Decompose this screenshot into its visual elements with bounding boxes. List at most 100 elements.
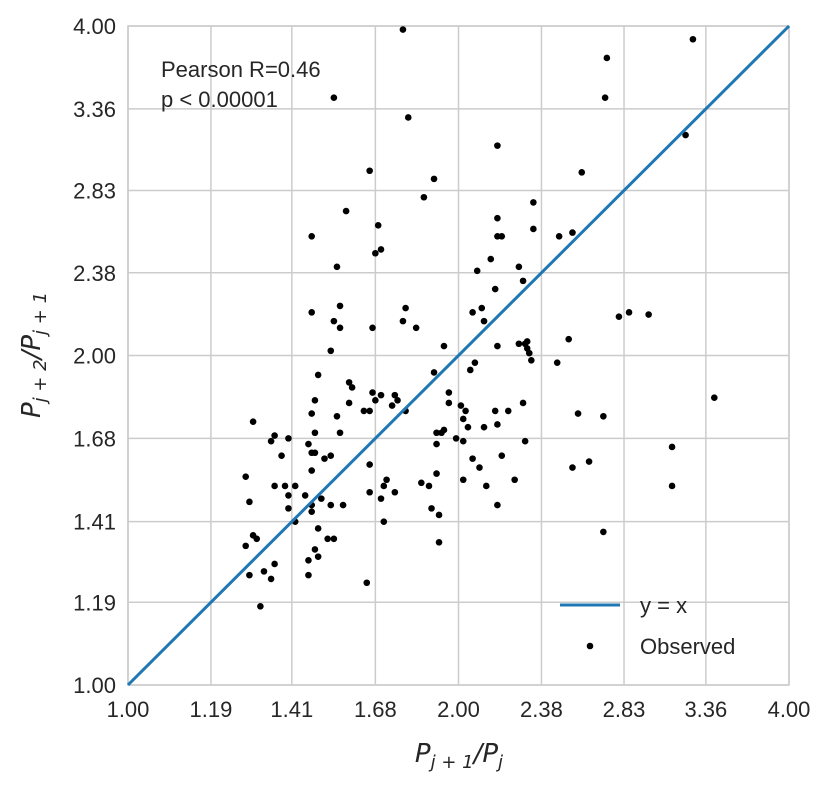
x-tick-label: 1.41 bbox=[270, 697, 313, 722]
observed-point bbox=[311, 397, 319, 404]
observed-point bbox=[459, 437, 467, 445]
identity-line bbox=[126, 24, 791, 687]
observed-point bbox=[668, 482, 676, 490]
x-axis-label: Pj + 1/Pj bbox=[415, 739, 503, 773]
x-tick-label: 1.68 bbox=[354, 697, 397, 722]
observed-point bbox=[585, 458, 593, 465]
observed-point bbox=[498, 232, 506, 240]
observed-point bbox=[494, 342, 501, 350]
observed-point bbox=[342, 207, 350, 215]
observed-point bbox=[267, 437, 275, 445]
observed-point bbox=[504, 407, 512, 415]
observed-point bbox=[372, 249, 379, 257]
x-tick-label: 1.19 bbox=[190, 697, 233, 722]
observed-point bbox=[291, 482, 299, 490]
observed-point bbox=[380, 482, 388, 490]
pearson-annotation: Pearson R=0.46 bbox=[161, 57, 321, 82]
observed-point bbox=[478, 304, 486, 312]
observed-point bbox=[308, 232, 315, 240]
observed-point bbox=[246, 498, 253, 506]
observed-point bbox=[515, 263, 523, 271]
observed-point bbox=[366, 488, 373, 496]
observed-point bbox=[491, 285, 499, 293]
observed-point bbox=[578, 169, 586, 176]
observed-point bbox=[430, 369, 438, 376]
observed-point bbox=[345, 379, 353, 386]
x-tick-label: 1.00 bbox=[107, 697, 150, 722]
observed-point bbox=[418, 479, 425, 487]
observed-point bbox=[246, 571, 253, 579]
observed-point bbox=[553, 359, 561, 366]
observed-point bbox=[523, 338, 531, 345]
y-tick-label: 3.36 bbox=[73, 97, 116, 122]
observed-point bbox=[615, 313, 623, 321]
observed-point bbox=[399, 26, 407, 33]
scatter-points bbox=[242, 26, 718, 610]
observed-point bbox=[336, 324, 344, 332]
observed-point bbox=[285, 492, 292, 499]
observed-point bbox=[305, 556, 312, 564]
observed-point bbox=[494, 421, 501, 428]
observed-point bbox=[482, 482, 490, 490]
x-tick-label: 2.00 bbox=[437, 697, 480, 722]
observed-point bbox=[330, 94, 338, 101]
observed-point bbox=[271, 482, 278, 490]
observed-point bbox=[388, 402, 396, 409]
observed-point bbox=[469, 309, 476, 316]
observed-point bbox=[260, 568, 268, 575]
observed-point bbox=[425, 482, 433, 490]
observed-point bbox=[308, 309, 315, 316]
observed-point bbox=[603, 54, 611, 62]
observed-point bbox=[412, 324, 420, 332]
observed-point bbox=[445, 389, 453, 396]
observed-point bbox=[530, 199, 537, 206]
observed-point bbox=[366, 407, 373, 415]
observed-point bbox=[366, 167, 373, 175]
observed-point bbox=[394, 397, 401, 404]
observed-point bbox=[308, 410, 315, 417]
legend-dot-swatch bbox=[586, 642, 594, 650]
observed-point bbox=[360, 407, 368, 415]
observed-point bbox=[494, 142, 501, 149]
y-tick-label: 2.83 bbox=[73, 178, 116, 203]
observed-point bbox=[380, 518, 388, 525]
observed-point bbox=[565, 335, 572, 343]
observed-point bbox=[311, 449, 319, 457]
x-tick-label: 4.00 bbox=[768, 697, 811, 722]
observed-point bbox=[257, 603, 264, 610]
y-tick-label: 1.41 bbox=[73, 510, 116, 535]
observed-point bbox=[469, 455, 476, 462]
observed-point bbox=[308, 508, 315, 515]
observed-point bbox=[682, 131, 689, 139]
observed-point bbox=[377, 391, 385, 399]
y-tick-label: 4.00 bbox=[73, 14, 116, 39]
observed-point bbox=[452, 435, 460, 442]
observed-point bbox=[433, 470, 440, 477]
y-tick-label: 2.38 bbox=[73, 261, 116, 286]
observed-point bbox=[525, 349, 533, 357]
x-tick-labels: 1.00 1.19 1.41 1.68 2.00 2.38 2.83 3.36 4.00 bbox=[107, 697, 811, 722]
observed-point bbox=[339, 501, 347, 509]
observed-point bbox=[253, 535, 261, 543]
legend: y = x Observed bbox=[560, 593, 735, 659]
observed-point bbox=[321, 455, 328, 462]
observed-point bbox=[440, 426, 448, 434]
observed-point bbox=[281, 482, 289, 490]
y-axis-label: Pj + 2/Pj + 1 bbox=[17, 292, 51, 418]
observed-point bbox=[519, 399, 527, 407]
observed-point bbox=[285, 435, 292, 442]
observed-point bbox=[267, 575, 275, 583]
observed-point bbox=[600, 412, 607, 420]
plot-border bbox=[127, 25, 790, 686]
observed-point bbox=[366, 461, 373, 468]
observed-point bbox=[391, 488, 399, 496]
y-tick-labels: 1.00 1.19 1.41 1.68 2.00 2.38 2.83 3.36 4.00 bbox=[73, 14, 116, 698]
y-tick-label: 1.00 bbox=[73, 673, 116, 698]
observed-point bbox=[476, 464, 483, 471]
observed-point bbox=[345, 399, 353, 407]
observed-point bbox=[521, 437, 529, 445]
observed-point bbox=[430, 175, 438, 183]
observed-point bbox=[428, 505, 435, 512]
legend-label-line: y = x bbox=[640, 593, 687, 618]
observed-point bbox=[377, 246, 385, 253]
